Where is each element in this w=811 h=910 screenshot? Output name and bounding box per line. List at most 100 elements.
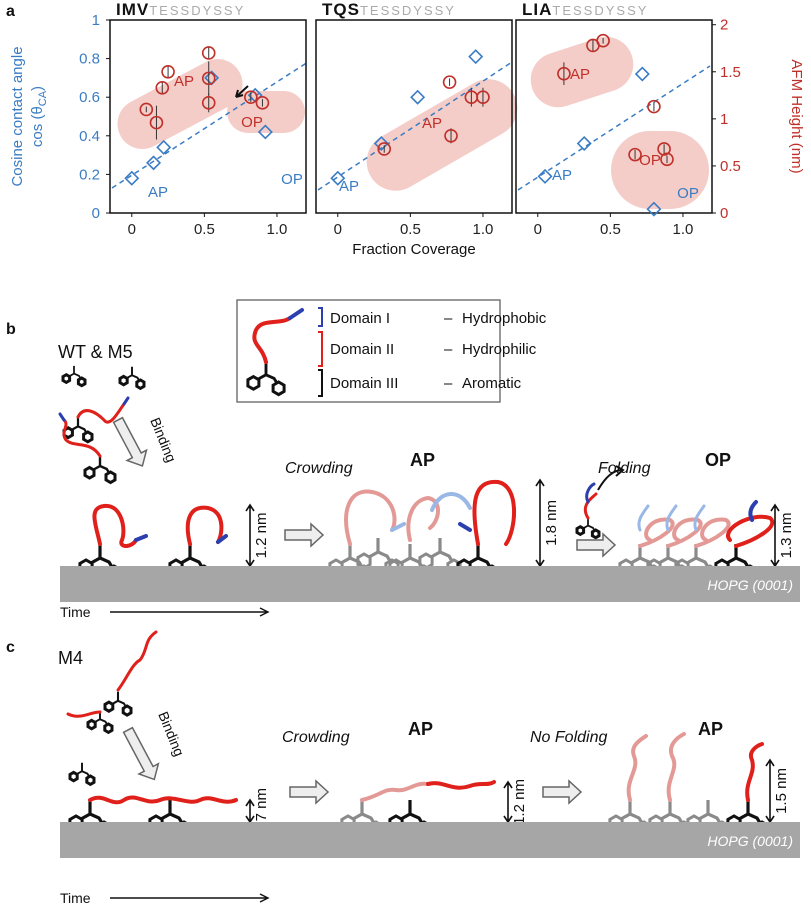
aromatic-stem — [686, 544, 710, 568]
folding-arrow — [597, 465, 625, 491]
legend-bracket — [318, 307, 323, 327]
peptide-chain — [76, 402, 126, 424]
height-label: 1.3 nm — [778, 513, 795, 559]
height-label: 1.8 nm — [543, 500, 560, 546]
trend-line — [111, 61, 309, 189]
legend-dash: – — [444, 341, 453, 358]
aromatic-stem — [368, 538, 392, 562]
data-point — [244, 90, 258, 104]
highlight-region — [117, 59, 243, 149]
chart-title: TQSTESSDYSSY — [322, 0, 456, 19]
aromatic-ring — [271, 380, 286, 397]
peptide-chain — [390, 522, 406, 532]
aromatic-stem — [738, 800, 762, 824]
panel-label: a — [6, 3, 15, 20]
data-point — [660, 152, 674, 167]
panel-label: b — [6, 321, 16, 338]
data-point — [476, 90, 490, 104]
time-label: Time — [60, 604, 91, 620]
peptide-chain — [134, 534, 148, 542]
process-label: No Folding — [530, 729, 607, 746]
x-axis-label: Fraction Coverage — [352, 241, 475, 258]
peptide-chain — [344, 489, 397, 546]
group-label: M4 — [58, 648, 83, 668]
legend-dash: – — [444, 375, 453, 392]
hopg-surface — [60, 566, 800, 602]
highlight-region — [530, 36, 634, 108]
process-label: Crowding — [282, 729, 350, 746]
data-point — [444, 129, 458, 143]
aromatic-stem — [71, 416, 88, 434]
peptide-chain — [122, 396, 130, 406]
state-label: AP — [408, 719, 433, 739]
height-label: 1.2 nm — [511, 779, 528, 825]
x-tick-label: 1.0 — [473, 221, 494, 238]
y2-tick-label: 2 — [720, 17, 728, 34]
peptide-chain — [748, 500, 758, 522]
peptide-chain — [252, 316, 292, 364]
aromatic-ring — [103, 722, 114, 735]
aromatic-ring — [135, 378, 146, 391]
data-point — [201, 46, 216, 60]
state-label: AP — [410, 450, 435, 470]
legend-bracket — [318, 331, 323, 367]
data-point — [201, 71, 216, 86]
aromatic-ring — [246, 374, 261, 391]
y2-tick-label: 0.5 — [720, 158, 741, 175]
legend-domain: Domain II — [330, 341, 394, 358]
peptide-chain — [116, 630, 158, 692]
data-point — [537, 168, 553, 184]
peptide-chain — [58, 412, 66, 422]
process-label: Crowding — [285, 460, 353, 477]
data-point — [146, 155, 162, 171]
process-arrow — [289, 779, 330, 805]
data-point — [139, 102, 154, 117]
aromatic-ring — [83, 465, 96, 480]
title: LIA — [522, 0, 552, 19]
data-point — [161, 64, 175, 79]
annotation: AP — [552, 167, 572, 184]
annotation: AP — [422, 115, 442, 132]
data-point — [201, 96, 216, 110]
title: IMV — [116, 0, 149, 19]
time-arrow — [110, 893, 270, 903]
x-tick-label: 0.5 — [194, 221, 215, 238]
panel-label: c — [6, 639, 15, 656]
peptide-chain — [406, 495, 440, 542]
x-tick-label: 0.5 — [600, 221, 621, 238]
legend-property: Hydrophilic — [462, 341, 537, 358]
process-label: Folding — [598, 460, 651, 477]
pointer-arrow — [235, 85, 249, 98]
aromatic-stem — [90, 544, 114, 568]
peptide-chain — [88, 795, 238, 805]
y-axis-label: Cosine contact angle — [9, 46, 26, 186]
height-label: 1.2 nm — [253, 513, 270, 559]
aromatic-stem — [400, 800, 424, 824]
plot-frame — [109, 19, 307, 214]
peptide-chain — [745, 742, 764, 802]
data-point — [557, 66, 571, 81]
legend-property: Hydrophobic — [462, 310, 547, 327]
aromatic-stem — [620, 800, 644, 824]
peptide-chain — [185, 505, 224, 546]
y-tick-label: 0.4 — [79, 128, 100, 145]
y2-tick-label: 0 — [720, 205, 728, 222]
peptide-chain — [637, 504, 650, 532]
peptide-chain — [665, 504, 678, 532]
legend-property: Aromatic — [462, 375, 522, 392]
surface-label: HOPG (0001) — [707, 577, 793, 593]
y2-tick-label: 1 — [720, 111, 728, 128]
aromatic-ring — [104, 470, 117, 485]
annotation: AP — [570, 66, 590, 83]
data-point — [442, 75, 457, 89]
peptide-chain — [666, 517, 703, 548]
annotation: OP — [241, 114, 263, 131]
subtitle: TESSDYSSY — [552, 3, 648, 18]
y2-tick-label: 1.5 — [720, 64, 741, 81]
x-tick-label: 1.0 — [673, 221, 694, 238]
aromatic-stem — [80, 800, 104, 824]
binding-label: Binding — [147, 415, 179, 464]
binding-label: Binding — [155, 709, 187, 758]
aromatic-ring — [61, 372, 72, 385]
